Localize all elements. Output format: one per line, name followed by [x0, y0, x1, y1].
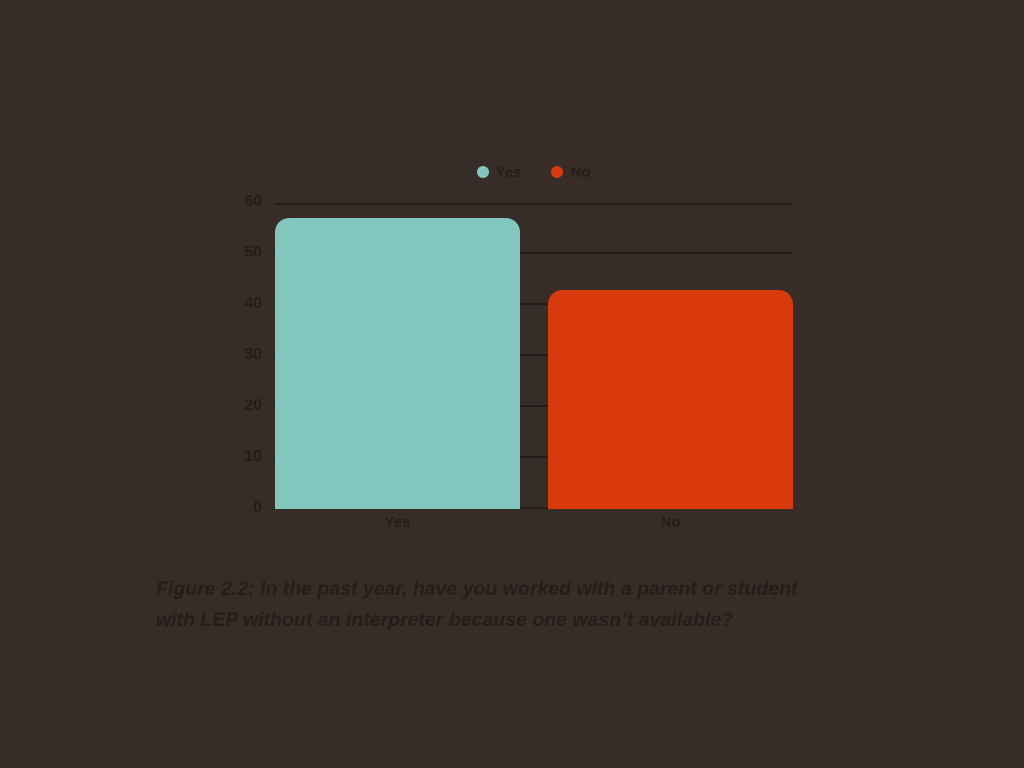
legend-swatch-yes-icon: [476, 166, 489, 178]
gridline-60: [274, 203, 793, 205]
bar-yes: [275, 218, 520, 509]
y-tick-label-10: 10: [244, 448, 262, 465]
legend-swatch-no-icon: [551, 166, 564, 178]
y-tick-label-60: 60: [244, 193, 262, 210]
caption-line-2: with LEP without an interpreter because …: [156, 609, 734, 631]
x-tick-label-no: No: [660, 514, 681, 531]
legend-label-no: No: [570, 163, 591, 181]
y-tick-label-0: 0: [253, 499, 262, 516]
x-tick-label-yes: Yes: [384, 514, 411, 531]
plot-area: 0 10 20 30 40 50 60 Yes No: [244, 193, 793, 531]
figure-caption: Figure 2.2: In the past year, have you w…: [156, 574, 797, 636]
gridline-20: [274, 405, 793, 407]
y-tick-label-50: 50: [244, 244, 262, 261]
y-tick-label-30: 30: [244, 346, 262, 363]
legend-item-no: No: [551, 165, 590, 180]
legend-label-yes: Yes: [495, 163, 522, 181]
y-tick-label-20: 20: [244, 397, 262, 414]
legend: Yes No: [274, 162, 793, 182]
caption-line-1: Figure 2.2: In the past year, have you w…: [156, 578, 798, 600]
gridline-0: [274, 507, 793, 509]
y-tick-label-40: 40: [244, 295, 262, 312]
legend-item-yes: Yes: [476, 163, 522, 181]
gridline-40: [274, 303, 793, 305]
bar-no: [548, 290, 793, 509]
gridline-10: [274, 456, 793, 458]
gridline-50: [274, 252, 793, 254]
gridline-30: [274, 354, 793, 356]
